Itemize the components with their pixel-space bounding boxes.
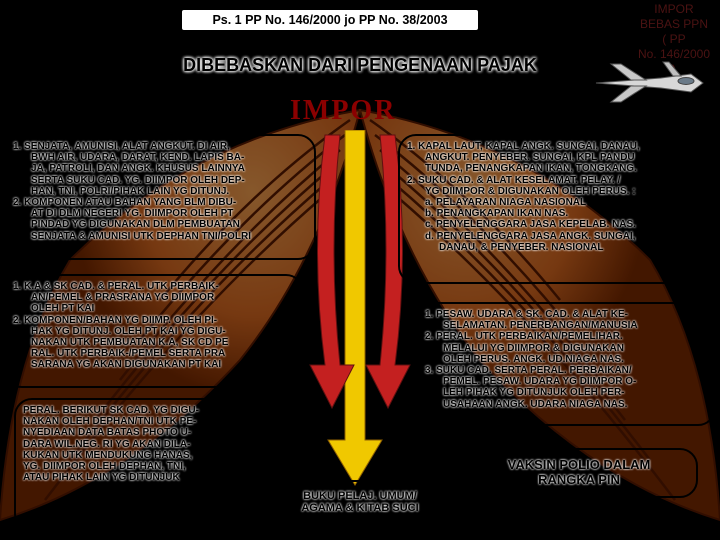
box-defense-data: PERAL. BERIKUT SK CAD. YG DIGU- NAKAN OL… [14, 398, 280, 532]
impor-heading: IMPOR [290, 95, 396, 127]
page-title: DIBEBASKAN DARI PENGENAAN PAJAK [100, 55, 620, 76]
box-books: BUKU PELAJ. UMUM/ AGAMA & KITAB SUCI [280, 480, 440, 524]
fighter-jet-icon [591, 60, 706, 106]
reference-box: Ps. 1 PP No. 146/2000 jo PP No. 38/2003 [180, 8, 480, 32]
box-aircraft: 1. PESAW. UDARA & SK. CAD. & ALAT KE- SE… [416, 302, 716, 426]
box-weapons: 1. SENJATA, AMUNISI, ALAT ANGKUT. DI AIR… [4, 134, 316, 260]
box-ships: 1. KAPAL LAUT, KAPAL ANGK. SUNGAI, DANAU… [398, 134, 716, 284]
box-trains: 1. K.A & SK CAD. & PERAL. UTK PERBAIK- A… [4, 274, 304, 388]
box-vaccine: VAKSIN POLIO DALAM RANGKA PIN [460, 448, 698, 498]
